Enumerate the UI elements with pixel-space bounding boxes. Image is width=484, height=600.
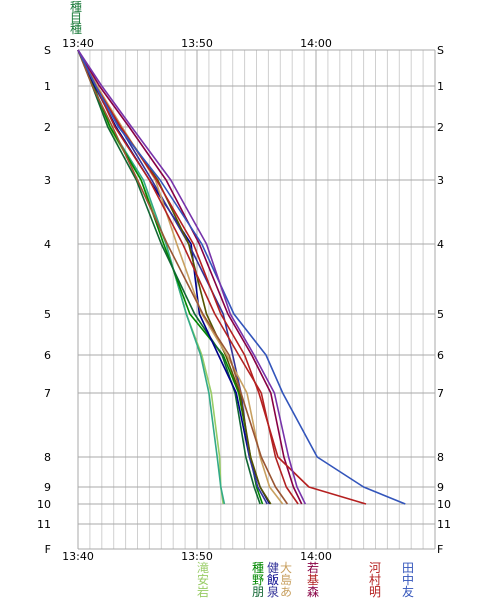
runner-name-char: 野	[252, 573, 264, 587]
y-tick-label-right: 11	[437, 518, 451, 531]
series-line	[77, 49, 264, 505]
runner-name-char: 大	[280, 561, 292, 575]
x-axis-ticks: 13:40 13:40 13:50 13:50 14:00 14:00	[62, 37, 332, 563]
series-line	[77, 49, 299, 505]
y-tick-label-left: S	[44, 44, 51, 57]
series-line	[77, 49, 307, 505]
y-tick-label-right: 7	[437, 387, 444, 400]
series-line	[77, 49, 284, 505]
runner-name-char: 村	[369, 573, 381, 587]
y-tick-label-right: 1	[437, 80, 444, 93]
y-tick-label-left: 2	[44, 121, 51, 134]
runner-name-char: 安	[197, 572, 209, 587]
runner-name-char: 中	[402, 572, 414, 587]
y-tick-label-left: 1	[44, 80, 51, 93]
series-line	[77, 49, 406, 505]
x-tick-label-top: 14:00	[300, 37, 332, 50]
runner-name-char: 飯	[267, 572, 279, 587]
y-tick-label-left: 6	[44, 349, 51, 362]
runner-name-char: 河	[369, 561, 381, 575]
y-tick-label-left: 8	[44, 451, 51, 464]
y-tick-label-right: 2	[437, 121, 444, 134]
y-tick-label-left: 4	[44, 238, 51, 251]
x-tick-label-bottom: 13:40	[62, 550, 94, 563]
x-tick-label-top: 13:50	[181, 37, 213, 50]
series-line	[77, 49, 303, 505]
y-tick-label-right: 3	[437, 174, 444, 187]
runner-name-char: 島	[280, 572, 292, 587]
x-tick-label-bottom: 13:50	[181, 550, 213, 563]
header-char: 種	[70, 22, 82, 36]
runner-name-char: 若	[307, 561, 319, 575]
y-tick-label-right: 10	[437, 498, 451, 511]
runner-name-char: 基	[307, 573, 319, 587]
runner-name-char: 田	[402, 561, 414, 575]
y-tick-label-left: 5	[44, 308, 51, 321]
series-line	[77, 49, 367, 505]
runner-name-char: 種	[252, 561, 264, 575]
header-char: 目	[70, 11, 82, 25]
runner-name-char: 泉	[267, 585, 279, 599]
y-tick-label-right: 8	[437, 451, 444, 464]
runner-name-char: あ	[280, 585, 292, 599]
header-char: 種	[70, 0, 82, 14]
y-tick-label-left: 9	[44, 481, 51, 494]
y-tick-label-left: F	[45, 543, 51, 556]
header-label: 種目種	[70, 0, 82, 36]
runner-name-char: 友	[402, 585, 414, 599]
runner-name-char: 明	[369, 585, 381, 599]
series-line	[77, 49, 261, 505]
y-tick-label-right: 5	[437, 308, 444, 321]
series-line	[77, 49, 289, 505]
y-tick-label-left: 7	[44, 387, 51, 400]
runner-name-char: 岩	[197, 584, 209, 599]
y-tick-label-right: 9	[437, 481, 444, 494]
y-tick-label-right: S	[437, 44, 444, 57]
y-tick-label-right: 4	[437, 238, 444, 251]
x-tick-label-bottom: 14:00	[300, 550, 332, 563]
x-tick-label-top: 13:40	[62, 37, 94, 50]
y-tick-label-left: 11	[37, 518, 51, 531]
series-lines	[77, 49, 406, 505]
runner-name-char: 健	[267, 561, 279, 575]
y-tick-label-right: 6	[437, 349, 444, 362]
y-tick-label-right: F	[437, 543, 443, 556]
runner-name-char: 森	[307, 584, 319, 599]
series-line	[77, 49, 224, 505]
y-tick-label-left: 3	[44, 174, 51, 187]
runner-name-char: 滝	[197, 561, 209, 575]
series-line	[77, 49, 226, 505]
y-tick-label-left: 10	[37, 498, 51, 511]
runner-name-char: 朋	[252, 585, 264, 599]
